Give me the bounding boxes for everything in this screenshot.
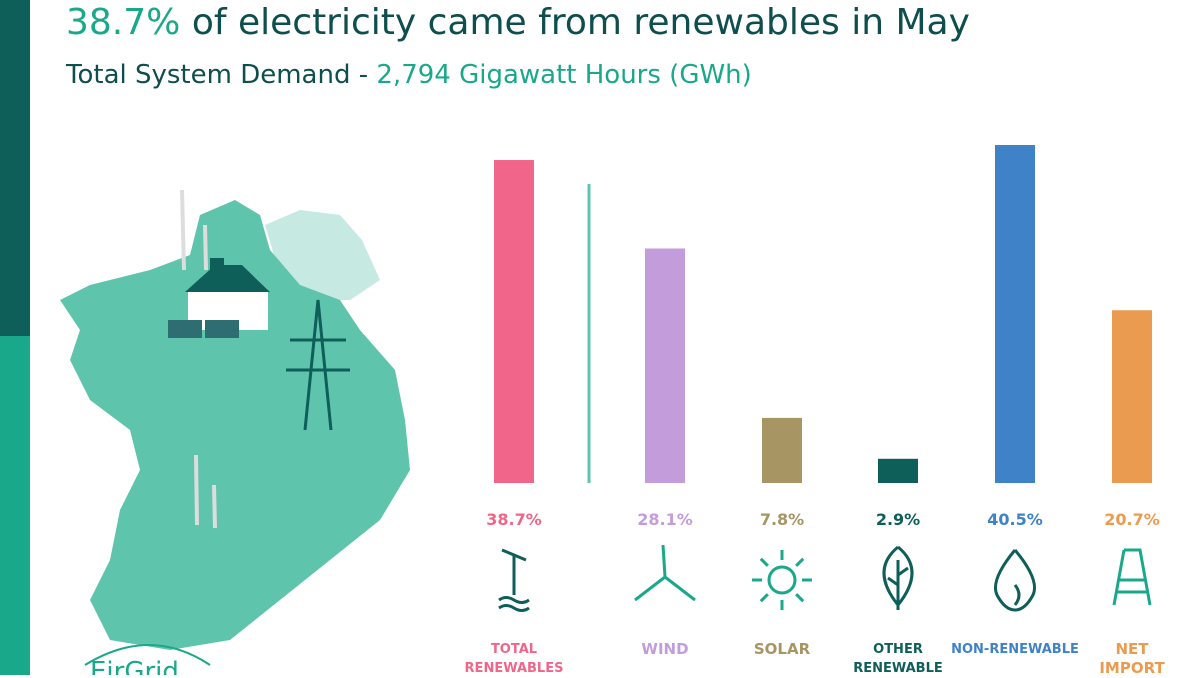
- value-label: 7.8%: [760, 510, 804, 529]
- bar: [1112, 310, 1152, 483]
- value-label: 40.5%: [987, 510, 1043, 529]
- category-label: NET IMPORT: [1099, 640, 1165, 677]
- bar: [995, 145, 1035, 483]
- subtitle-text: Total System Demand -: [66, 60, 369, 90]
- value-label: 2.9%: [876, 510, 920, 529]
- icon-shape: [498, 548, 530, 612]
- value-label: 38.7%: [486, 510, 542, 529]
- icon-shape: [1112, 548, 1152, 606]
- category-label: WIND: [641, 640, 689, 658]
- map-illustration: [60, 189, 410, 650]
- bar: [762, 417, 802, 483]
- logo: EirGrid: [84, 644, 211, 675]
- bar: [494, 160, 534, 483]
- icon-ray: [795, 557, 805, 567]
- title: 38.7% of electricity came from renewable…: [66, 2, 970, 43]
- category-icon: [1112, 548, 1152, 606]
- category-icon: [882, 545, 914, 610]
- bar: [878, 458, 918, 483]
- side-strip: [0, 336, 30, 675]
- icon-ray: [795, 593, 805, 603]
- icon-shape: [767, 565, 797, 595]
- category-icon: [634, 544, 696, 602]
- icon-shape: [882, 545, 914, 610]
- value-label: 20.7%: [1104, 510, 1160, 529]
- title-text: of electricity came from renewables in M…: [191, 2, 970, 43]
- icon-shape: [634, 544, 696, 602]
- category-icon: [498, 548, 530, 612]
- category-label: NON-RENEWABLE: [951, 642, 1079, 657]
- side-strip: [0, 0, 30, 336]
- subtitle-highlight: 2,794 Gigawatt Hours (GWh): [376, 60, 752, 90]
- category-label: SOLAR: [753, 640, 811, 658]
- category-icon: [994, 549, 1036, 612]
- title-highlight: 38.7%: [66, 2, 181, 43]
- icon-shape: [994, 549, 1036, 612]
- category-icon: [752, 550, 812, 610]
- icon-ray: [759, 557, 769, 567]
- logo-text: EirGrid: [90, 657, 179, 675]
- subtitle: Total System Demand - 2,794 Gigawatt Hou…: [66, 60, 752, 90]
- value-label: 28.1%: [637, 510, 693, 529]
- category-label: OTHER RENEWABLE: [853, 642, 943, 676]
- bar: [645, 248, 685, 483]
- icon-ray: [759, 593, 769, 603]
- category-label: TOTAL RENEWABLES: [464, 642, 564, 676]
